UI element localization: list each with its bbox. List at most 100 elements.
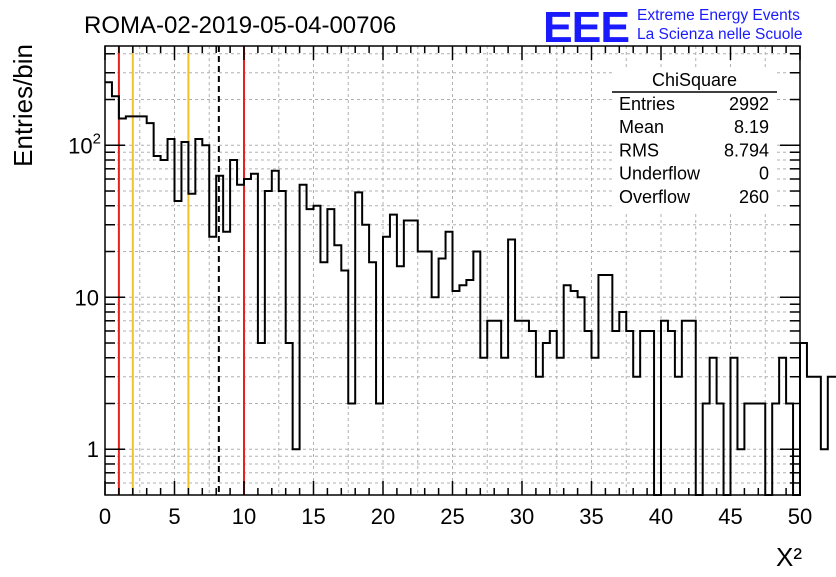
histogram-bin bbox=[612, 331, 619, 495]
histogram-bin bbox=[731, 358, 738, 495]
histogram-bin bbox=[119, 119, 126, 495]
histogram-bin bbox=[195, 139, 202, 495]
logo-mark: EEE bbox=[543, 3, 629, 52]
histogram-bin bbox=[216, 176, 223, 495]
histogram-bin bbox=[244, 179, 251, 495]
y-tick-label: 1 bbox=[87, 437, 99, 462]
histogram-bin bbox=[418, 252, 425, 495]
x-tick-label: 30 bbox=[510, 504, 534, 529]
histogram-bin bbox=[133, 116, 140, 495]
stats-label: Overflow bbox=[619, 187, 691, 207]
histogram-bin bbox=[626, 331, 633, 495]
histogram-bin bbox=[307, 209, 314, 495]
histogram-bin bbox=[105, 82, 112, 495]
histogram-bin bbox=[703, 403, 710, 495]
histogram-bin bbox=[327, 209, 334, 495]
histogram-bin bbox=[550, 331, 557, 495]
histogram-bin bbox=[293, 449, 300, 495]
histogram-bin bbox=[334, 245, 341, 495]
histogram-bin bbox=[411, 220, 418, 495]
histogram-bin bbox=[161, 160, 168, 495]
stats-box: ChiSquare Entries 2992 Mean 8.19 RMS 8.794 Unde… bbox=[612, 67, 777, 213]
histogram-bin bbox=[564, 285, 571, 495]
histogram-bin bbox=[230, 160, 237, 495]
axes: 0 5 10 15 20 25 30 35 40 45 50 1 10 102 bbox=[68, 45, 812, 529]
histogram-bin bbox=[383, 237, 390, 495]
histogram-bin bbox=[112, 96, 119, 495]
histogram-bin bbox=[341, 271, 348, 496]
stats-label: Underflow bbox=[619, 164, 701, 184]
stats-value: 260 bbox=[739, 187, 769, 207]
histogram-bin bbox=[744, 403, 751, 495]
histogram-bin bbox=[425, 252, 432, 495]
histogram-bin bbox=[682, 321, 689, 495]
y-axis-label: Entries/bin bbox=[8, 44, 38, 167]
stats-value: 2992 bbox=[729, 94, 769, 114]
x-tick-label: 5 bbox=[168, 504, 180, 529]
histogram-bin bbox=[369, 262, 376, 495]
chart-title: ROMA-02-2019-05-04-00706 bbox=[84, 12, 396, 39]
x-tick-label: 40 bbox=[649, 504, 673, 529]
histogram-bin bbox=[675, 377, 682, 495]
x-tick-label: 50 bbox=[788, 504, 812, 529]
x-axis-label: X² bbox=[776, 542, 802, 572]
histogram-bin bbox=[168, 139, 175, 495]
histogram-bin bbox=[661, 321, 668, 495]
reference-lines bbox=[117, 46, 245, 495]
histogram-bin bbox=[598, 275, 605, 495]
histogram-outline bbox=[105, 81, 836, 496]
histogram-bin bbox=[737, 449, 744, 495]
histogram-bin bbox=[508, 239, 515, 495]
histogram-bin bbox=[592, 358, 599, 495]
histogram-bin bbox=[258, 343, 265, 495]
histogram-bin bbox=[515, 321, 522, 495]
histogram-bin bbox=[473, 252, 480, 495]
y-tick-label: 102 bbox=[68, 130, 101, 158]
histogram-bin bbox=[543, 343, 550, 495]
histogram-bin bbox=[272, 171, 279, 495]
histogram-bin bbox=[494, 321, 501, 495]
stats-value: 0 bbox=[759, 164, 769, 184]
histogram-bin bbox=[501, 358, 508, 495]
histogram-bin bbox=[181, 142, 188, 495]
histogram-bin bbox=[459, 285, 466, 495]
histogram-bin bbox=[772, 403, 779, 495]
histogram-bin bbox=[751, 403, 758, 495]
histogram-bin bbox=[536, 377, 543, 495]
histogram-bin bbox=[821, 449, 828, 495]
histogram-bin bbox=[800, 343, 807, 495]
x-tick-label: 45 bbox=[718, 504, 742, 529]
x-tick-label: 15 bbox=[301, 504, 325, 529]
histogram-bin bbox=[209, 237, 216, 495]
histogram-bin bbox=[807, 377, 814, 495]
histogram-bin bbox=[397, 266, 404, 495]
histogram-bin bbox=[314, 206, 321, 495]
histogram-bin bbox=[446, 232, 453, 495]
y-tick-label: 10 bbox=[75, 285, 99, 310]
histogram-bin bbox=[557, 358, 564, 495]
histogram-bin bbox=[647, 331, 654, 495]
histogram-series bbox=[105, 81, 836, 496]
histogram-bin bbox=[758, 403, 765, 495]
histogram-bin bbox=[605, 275, 612, 495]
histogram-bin bbox=[522, 321, 529, 495]
histogram-bin bbox=[126, 116, 133, 495]
x-tick-label: 25 bbox=[440, 504, 464, 529]
histogram-bin bbox=[279, 191, 286, 495]
histogram-bin bbox=[404, 220, 411, 495]
histogram-bin bbox=[814, 377, 821, 495]
stats-title: ChiSquare bbox=[652, 70, 737, 90]
histogram-bin bbox=[571, 291, 578, 495]
histogram-bin bbox=[286, 343, 293, 495]
logo-line-2: La Scienza nelle Scuole bbox=[637, 26, 802, 43]
histogram-bin bbox=[147, 123, 154, 495]
histogram-bin bbox=[251, 174, 258, 495]
logo-line-1: Extreme Energy Events bbox=[637, 7, 800, 24]
histogram-bin bbox=[362, 225, 369, 495]
histogram-bin bbox=[154, 156, 161, 495]
stats-label: Entries bbox=[619, 94, 675, 114]
histogram-bin bbox=[432, 297, 439, 495]
x-tick-label: 0 bbox=[99, 504, 111, 529]
histogram-bin bbox=[466, 280, 473, 495]
histogram-bin bbox=[668, 331, 675, 495]
